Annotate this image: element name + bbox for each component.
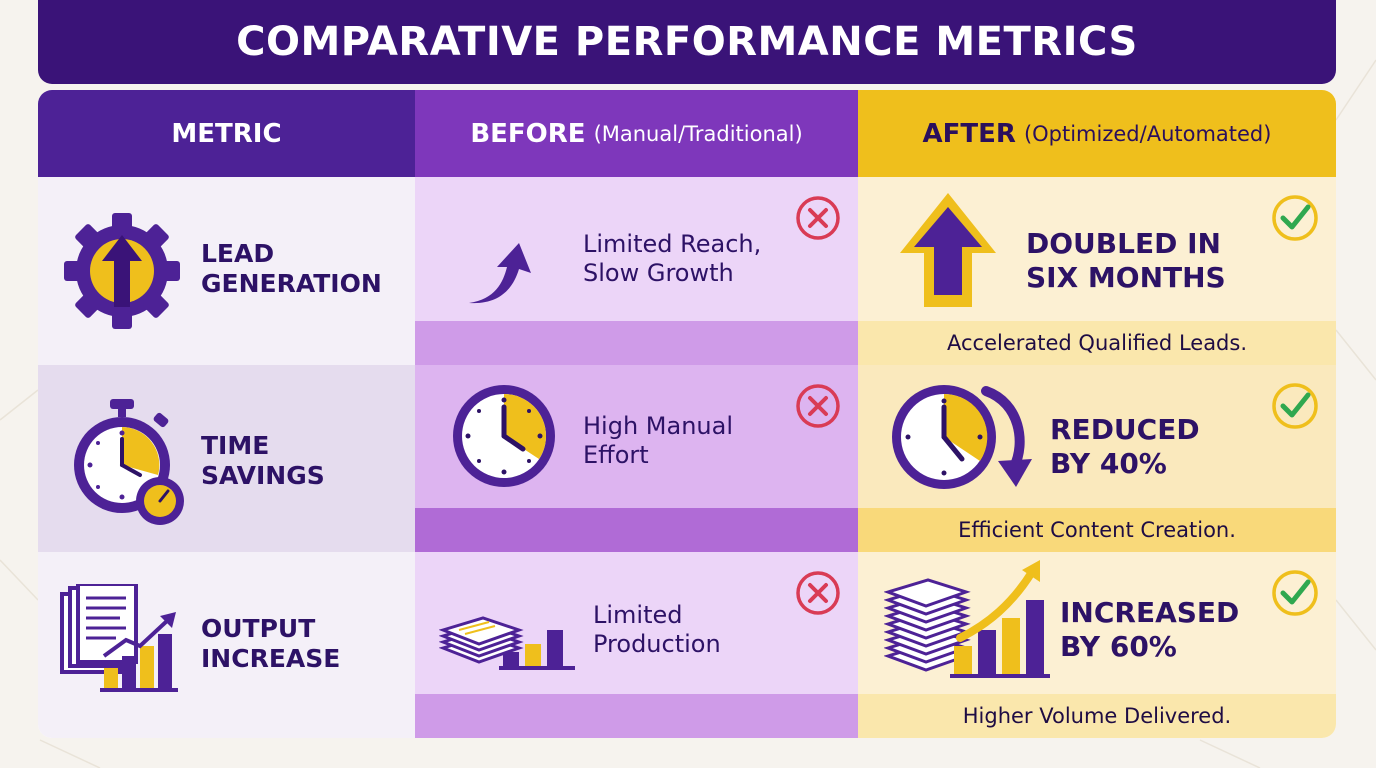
after-cell-lead-generation: DOUBLED IN SIX MONTHS: [858, 177, 1336, 321]
after-note-lead-generation: Accelerated Qualified Leads.: [858, 321, 1336, 365]
cross-icon: [796, 571, 840, 615]
before-cell-lead-generation: Limited Reach, Slow Growth: [415, 177, 858, 321]
metric-label-line2: GENERATION: [201, 269, 382, 298]
metric-label-line1: TIME: [201, 431, 270, 460]
cross-icon: [796, 196, 840, 240]
stopwatch-icon: [74, 399, 184, 525]
metric-label-line2: INCREASE: [201, 644, 341, 673]
before-label-line2: Production: [593, 630, 721, 658]
metric-cell-lead-generation: LEAD GENERATION: [38, 177, 415, 365]
before-note-output-increase: [415, 694, 858, 738]
papers-bar-chart-icon: [439, 616, 575, 670]
after-label-line2: SIX MONTHS: [1026, 261, 1226, 294]
metric-label-line1: OUTPUT: [201, 614, 316, 643]
header-after-sublabel: (Optimized/Automated): [1023, 121, 1272, 146]
metric-cell-output-increase: OUTPUT INCREASE: [38, 552, 415, 738]
papers-growth-chart-icon: [884, 560, 1050, 678]
before-note-lead-generation: [415, 321, 858, 365]
before-cell-time-savings: High Manual Effort: [415, 365, 858, 508]
header-after-label: AFTER: [922, 118, 1016, 149]
check-icon: [1272, 570, 1318, 616]
before-label-line1: Limited: [593, 601, 683, 629]
after-note-output-increase: Higher Volume Delivered.: [858, 694, 1336, 738]
metric-cell-time-savings: TIME SAVINGS: [38, 365, 415, 552]
arrow-up-icon: [900, 193, 996, 307]
before-label-line1: Limited Reach,: [583, 230, 762, 258]
header-metric: METRIC: [38, 90, 415, 177]
after-label-line2: BY 60%: [1060, 630, 1177, 663]
before-label-line2: Effort: [583, 441, 649, 469]
after-label-line1: REDUCED: [1050, 413, 1200, 446]
gear-arrow-up-icon: [64, 213, 180, 329]
title-banner: COMPARATIVE PERFORMANCE METRICS: [38, 0, 1336, 84]
before-cell-output-increase: Limited Production: [415, 552, 858, 694]
clock-icon: [453, 385, 555, 487]
documents-chart-icon: [60, 584, 178, 692]
after-label-line2: BY 40%: [1050, 447, 1167, 480]
comparison-table: METRIC BEFORE (Manual/Traditional) AFTER…: [38, 90, 1336, 738]
after-note-text: Accelerated Qualified Leads.: [946, 331, 1248, 355]
header-before-sublabel: (Manual/Traditional): [593, 121, 803, 146]
header-metric-label: METRIC: [171, 118, 282, 149]
clock-arrow-down-icon: [892, 385, 1032, 489]
metric-label-line1: LEAD: [201, 239, 275, 268]
check-icon: [1272, 195, 1318, 241]
after-note-time-savings: Efficient Content Creation.: [858, 508, 1336, 552]
before-label-line2: Slow Growth: [583, 259, 734, 287]
after-note-text: Efficient Content Creation.: [958, 518, 1236, 542]
before-note-time-savings: [415, 508, 858, 552]
page-title: COMPARATIVE PERFORMANCE METRICS: [236, 19, 1138, 65]
after-cell-time-savings: REDUCED BY 40%: [858, 365, 1336, 508]
before-label-line1: High Manual: [583, 412, 733, 440]
header-before-label: BEFORE: [470, 118, 586, 149]
header-before: BEFORE (Manual/Traditional): [415, 90, 858, 177]
header-after: AFTER (Optimized/Automated): [858, 90, 1336, 177]
metric-label-line2: SAVINGS: [201, 461, 325, 490]
check-icon: [1272, 383, 1318, 429]
after-label-line1: INCREASED: [1060, 596, 1240, 629]
cross-icon: [796, 384, 840, 428]
after-note-text: Higher Volume Delivered.: [962, 704, 1232, 728]
after-label-line1: DOUBLED IN: [1026, 227, 1221, 260]
after-cell-output-increase: INCREASED BY 60%: [858, 552, 1336, 694]
curved-arrow-icon: [469, 243, 531, 304]
